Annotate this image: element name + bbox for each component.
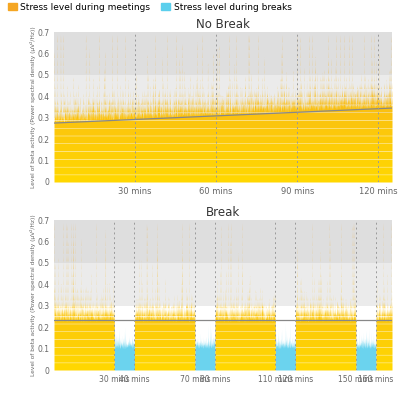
Bar xyxy=(54,220,392,263)
Title: No Break: No Break xyxy=(196,18,250,31)
Bar xyxy=(54,75,392,118)
Y-axis label: Level of beta activity (Power spectral density (μV²/Hz)): Level of beta activity (Power spectral d… xyxy=(30,26,36,188)
Bar xyxy=(54,263,392,306)
Title: Break: Break xyxy=(206,206,240,219)
Y-axis label: Level of beta activity (Power spectral density (μV²/Hz)): Level of beta activity (Power spectral d… xyxy=(30,214,36,376)
Legend: Stress level during meetings, Stress level during breaks: Stress level during meetings, Stress lev… xyxy=(4,0,295,15)
Bar xyxy=(54,32,392,75)
